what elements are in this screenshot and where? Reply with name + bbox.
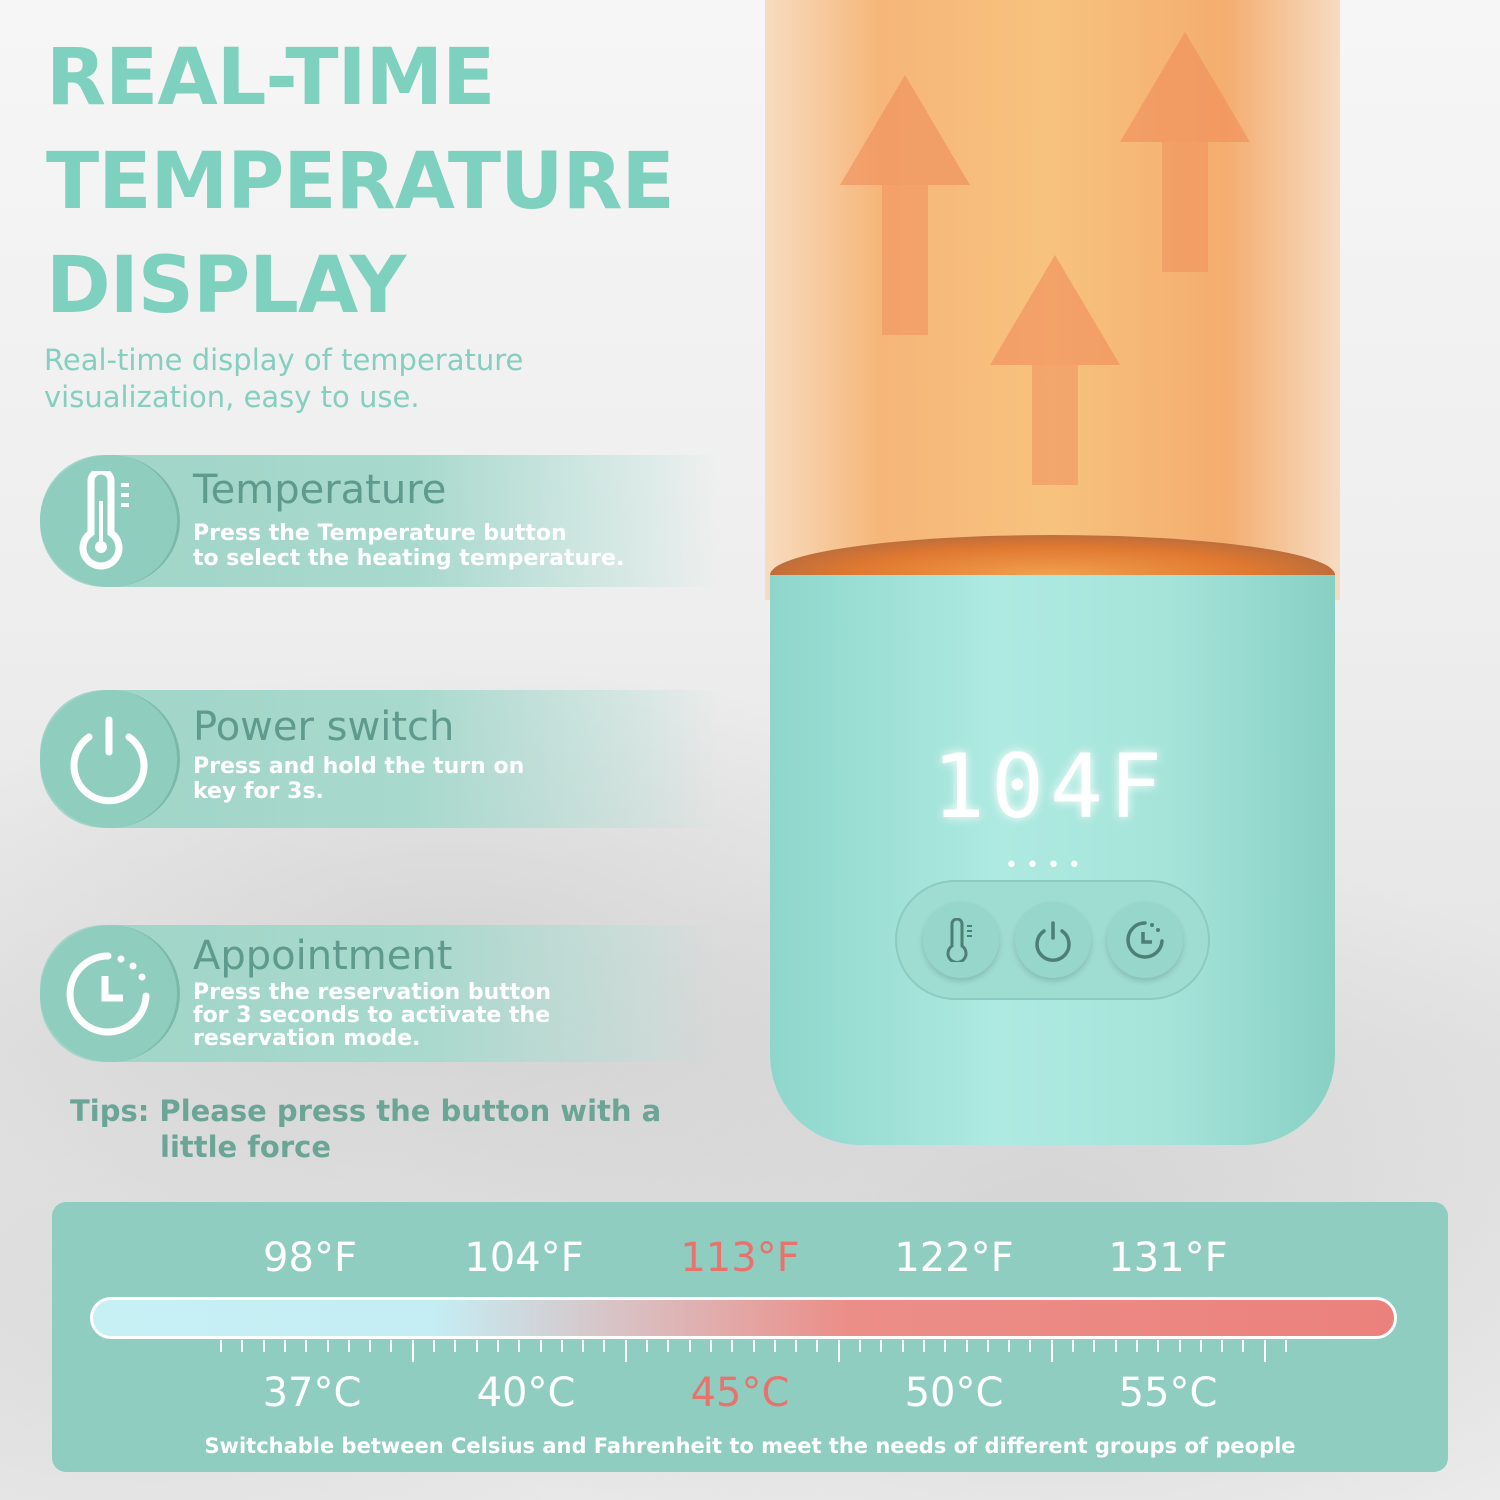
- feature-temperature: Temperature Press the Temperature button…: [40, 455, 720, 587]
- scale-tick: [475, 1340, 478, 1352]
- scale-tick: [1199, 1340, 1202, 1352]
- fahrenheit-label: 104°F: [464, 1235, 584, 1281]
- scale-tick: [837, 1340, 840, 1362]
- scale-tick: [944, 1340, 947, 1352]
- scale-tick: [1242, 1340, 1245, 1352]
- feature-desc: Press the reservation button for 3 second…: [193, 980, 552, 1051]
- feature-title: Power switch: [193, 704, 455, 750]
- scale-tick: [305, 1340, 308, 1352]
- temperature-display: 104F: [932, 735, 1168, 838]
- scale-tick: [1221, 1340, 1224, 1352]
- scale-tick: [283, 1340, 286, 1352]
- feature-desc: Press the Temperature button to select th…: [193, 521, 625, 571]
- power-icon: [1035, 921, 1071, 962]
- feature-title: Temperature: [193, 467, 447, 513]
- scale-tick: [262, 1340, 265, 1352]
- scale-tick: [965, 1340, 968, 1352]
- power-icon: [40, 690, 180, 828]
- scale-tick: [709, 1340, 712, 1352]
- scale-tick: [1114, 1340, 1117, 1352]
- scale-tick: [901, 1340, 904, 1352]
- scale-tick: [986, 1340, 989, 1352]
- scale-tick: [646, 1340, 648, 1352]
- scale-tick: [1008, 1340, 1011, 1352]
- scale-tick: [603, 1340, 606, 1352]
- fahrenheit-label: 131°F: [1108, 1235, 1228, 1281]
- bottle-warmer-product: 104F ••••: [765, 0, 1340, 1150]
- feature-title: Appointment: [193, 933, 453, 979]
- scale-tick: [454, 1340, 457, 1352]
- scale-tick: [1135, 1340, 1138, 1352]
- scale-tick: [1157, 1340, 1160, 1352]
- temperature-gradient-bar: [90, 1297, 1397, 1339]
- celsius-label: 55°C: [1118, 1370, 1218, 1416]
- scale-tick: [539, 1340, 542, 1352]
- fahrenheit-label: 98°F: [263, 1235, 357, 1281]
- subtitle: Real-time display of temperature visuali…: [44, 342, 523, 416]
- scale-tick: [880, 1340, 883, 1352]
- scale-tick: [582, 1340, 585, 1352]
- tips-note: Tips: Please press the button with a litt…: [70, 1094, 662, 1164]
- scale-note: Switchable between Celsius and Fahrenhei…: [204, 1434, 1296, 1458]
- scale-tick: [795, 1340, 798, 1352]
- temperature-button[interactable]: [923, 902, 999, 978]
- scale-tick: [731, 1340, 734, 1352]
- celsius-label: 40°C: [476, 1370, 576, 1416]
- scale-tick: [1072, 1340, 1074, 1352]
- timer-clock-icon: [1126, 921, 1164, 959]
- scale-tick: [1029, 1340, 1032, 1352]
- scale-tick: [220, 1340, 222, 1352]
- timer-button[interactable]: [1107, 902, 1183, 978]
- scale-tick: [1263, 1340, 1266, 1362]
- scale-tick: [518, 1340, 521, 1352]
- subtitle-line: Real-time display of temperature: [44, 343, 524, 377]
- headline-line: REAL-TIME: [46, 33, 495, 123]
- indicator-dots: ••••: [1005, 853, 1089, 878]
- subtitle-line: visualization, easy to use.: [44, 380, 420, 414]
- scale-tick: [1050, 1340, 1053, 1362]
- scale-tick: [347, 1340, 350, 1352]
- scale-tick: [433, 1340, 435, 1352]
- scale-tick: [816, 1340, 819, 1352]
- power-button[interactable]: [1015, 902, 1091, 978]
- feature-power-switch: Power switch Press and hold the turn on k…: [40, 690, 720, 828]
- scale-tick: [752, 1340, 755, 1352]
- fahrenheit-label: 113°F: [680, 1235, 800, 1281]
- scale-tick: [859, 1340, 861, 1352]
- scale-tick: [560, 1340, 563, 1352]
- temperature-scale-panel: 98°F 104°F 113°F 122°F 131°F 37°C 40°C 4…: [52, 1202, 1448, 1472]
- headline-line: DISPLAY: [46, 241, 406, 331]
- scale-tick: [326, 1340, 329, 1352]
- control-panel: [895, 880, 1210, 1000]
- scale-tick: [773, 1340, 776, 1352]
- thermometer-icon: [40, 455, 180, 587]
- heat-arrow-icon: [990, 255, 1120, 365]
- scale-tick: [390, 1340, 393, 1352]
- scale-tick: [1285, 1340, 1287, 1352]
- scale-tick: [496, 1340, 499, 1352]
- headline: REAL-TIME TEMPERATURE DISPLAY: [46, 26, 675, 338]
- thermometer-icon: [946, 918, 972, 962]
- celsius-label: 45°C: [690, 1370, 790, 1416]
- celsius-label: 50°C: [904, 1370, 1004, 1416]
- scale-tick: [1178, 1340, 1181, 1352]
- feature-appointment: Appointment Press the reservation button…: [40, 925, 720, 1062]
- heated-bottle: [765, 0, 1340, 600]
- feature-desc: Press and hold the turn on key for 3s.: [193, 754, 525, 804]
- scale-tick: [1093, 1340, 1096, 1352]
- scale-tick: [624, 1340, 627, 1362]
- celsius-label: 37°C: [262, 1370, 362, 1416]
- fahrenheit-label: 122°F: [894, 1235, 1014, 1281]
- heat-arrow-icon: [840, 75, 970, 185]
- scale-tick: [667, 1340, 670, 1352]
- warmer-base: 104F ••••: [770, 575, 1335, 1145]
- scale-tick: [688, 1340, 691, 1352]
- headline-line: TEMPERATURE: [46, 137, 675, 227]
- timer-clock-icon: [40, 925, 180, 1062]
- scale-tick: [369, 1340, 372, 1352]
- scale-tick: [922, 1340, 925, 1352]
- heat-arrow-icon: [1120, 32, 1250, 142]
- scale-tick: [411, 1340, 414, 1362]
- scale-tick: [241, 1340, 244, 1352]
